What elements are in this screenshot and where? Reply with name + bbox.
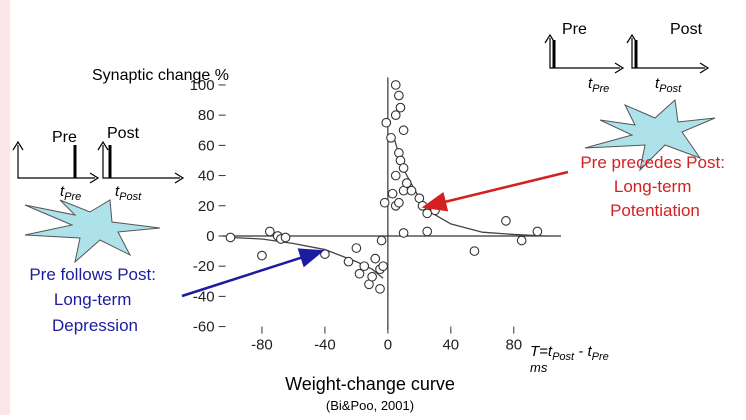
time-label-part: t (588, 75, 593, 92)
ltd-arrow (181, 248, 325, 298)
data-point (378, 261, 388, 272)
data-point (401, 178, 412, 188)
x-label-part: T=t (530, 343, 553, 360)
data-point (280, 232, 291, 243)
time-label-part: t (115, 183, 120, 200)
ltd-line: Depression (52, 316, 138, 335)
data-point (398, 228, 409, 238)
plot: -60 -40 -20 0 20 40 60 80 100 -80 -40 0 40 80 (190, 77, 561, 354)
x-tick-label: 0 (384, 337, 392, 354)
data-point (359, 261, 370, 272)
data-point (257, 250, 267, 261)
x-tick-label: -40 (314, 337, 336, 354)
x-tick-label: -80 (251, 337, 273, 354)
ltp-arrow (421, 170, 569, 212)
fit-curve (391, 133, 546, 237)
data-point (370, 253, 381, 264)
data-point (387, 188, 398, 199)
x-tick-label: 40 (442, 337, 459, 354)
x-label-part: Post (552, 351, 575, 363)
data-point (379, 197, 390, 208)
data-point (354, 268, 365, 279)
data-point (394, 90, 404, 101)
data-point (469, 246, 480, 256)
x-unit: ms (530, 360, 548, 375)
time-label: tPost (655, 75, 682, 95)
data-point (376, 235, 387, 246)
time-label-part: Post (119, 191, 142, 203)
data-point (386, 132, 396, 143)
y-tick-label: 40 (198, 168, 215, 185)
ltd-line: Pre follows Post: (29, 265, 156, 284)
data-point (343, 256, 354, 267)
time-label-part: Pre (64, 191, 81, 203)
data-point (398, 125, 409, 136)
data-point (430, 205, 440, 216)
ltd-label: Pre follows Post: Long-term Depression (29, 265, 160, 335)
x-axis-label: T=tPost - tPre (530, 343, 609, 363)
right-pulses (544, 33, 710, 74)
data-point (390, 80, 401, 90)
y-tick-label: 20 (198, 198, 215, 215)
ltp-line: Potentiation (610, 201, 700, 220)
data-point (422, 208, 433, 219)
data-point (375, 283, 385, 294)
x-tick-label: 80 (505, 337, 522, 354)
pulse-label: Pre (562, 21, 587, 38)
data-point (390, 110, 401, 121)
y-axis-label: Synaptic change % (92, 67, 229, 84)
data-point (264, 226, 275, 237)
data-point (516, 235, 527, 246)
y-tick-label: 100 (190, 77, 215, 94)
ltp-label: Pre precedes Post: Long-term Potentiatio… (580, 153, 729, 220)
data-point (225, 232, 236, 243)
side-strip (0, 0, 10, 415)
data-point (406, 185, 417, 196)
data-point (398, 163, 409, 173)
ltp-line: Long-term (614, 177, 691, 196)
data-point (390, 170, 401, 181)
pulse-label: Pre (52, 129, 77, 146)
x-label-part: - t (574, 343, 592, 360)
time-label-part: Post (659, 83, 682, 95)
x-label-part: Pre (592, 351, 609, 363)
data-point (501, 216, 511, 226)
pulse-label: Post (107, 125, 140, 142)
data-point (394, 197, 404, 208)
y-tick-label: 80 (198, 107, 215, 124)
time-label: tPre (588, 75, 609, 95)
neuron (24, 199, 161, 264)
ltd-line: Long-term (54, 290, 131, 309)
chart-subtitle: (Bi&Poo, 2001) (326, 398, 414, 413)
data-point (532, 226, 543, 237)
neuron (584, 98, 716, 172)
y-tick-label: 60 (198, 137, 215, 154)
y-tick-label: -60 (193, 319, 215, 336)
ltp-line: Pre precedes Post: (580, 153, 725, 172)
data-point (351, 243, 362, 253)
data-point (422, 226, 433, 237)
y-tick-label: -20 (193, 258, 215, 275)
time-label-part: t (60, 183, 65, 200)
left-pulses (12, 140, 185, 184)
time-label: tPre (60, 183, 81, 203)
time-label-part: Pre (592, 83, 609, 95)
data-point (395, 102, 406, 113)
data-point (381, 117, 392, 128)
pulse-label: Post (670, 21, 703, 38)
y-tick-label: 0 (206, 228, 214, 245)
time-label: tPost (115, 183, 142, 203)
time-label-part: t (655, 75, 660, 92)
data-point (367, 271, 377, 282)
chart-title: Weight-change curve (285, 374, 455, 394)
y-tick-label: -40 (193, 288, 215, 305)
